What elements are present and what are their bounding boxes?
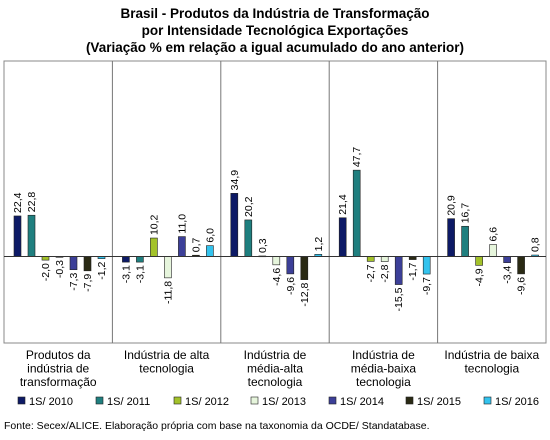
legend-swatch (173, 396, 182, 405)
category-label: Indústria de baixa (444, 348, 539, 362)
bar (27, 214, 36, 257)
bar (394, 256, 403, 285)
bar (475, 256, 483, 266)
bar-value-label: 6,6 (488, 227, 500, 242)
bar (150, 237, 158, 257)
legend-label: 1S/ 2015 (417, 396, 461, 408)
bar (461, 225, 469, 257)
bar-value-label: -4,6 (271, 268, 283, 286)
bar-value-label: -9,7 (421, 277, 433, 295)
bar-value-label: -3,1 (134, 265, 146, 283)
bar (489, 244, 497, 257)
bar-value-label: 47,7 (351, 147, 363, 168)
chart-title-line-2: por Intensidade Tecnológica Exportações (141, 23, 409, 38)
category-label: Produtos da (26, 348, 91, 362)
category-label: indústria de (27, 362, 89, 376)
legend-swatch (17, 396, 26, 405)
category-label: média-baixa (351, 362, 417, 376)
bar (244, 219, 253, 257)
bar (422, 256, 431, 275)
bar-value-label: -3,1 (120, 265, 132, 283)
bar-value-label: -2,8 (379, 264, 391, 282)
bar-value-label: -12,8 (299, 283, 311, 307)
plot-svg: 22,4 -3,1 34,9 21,4 20,9 22,8 -3,1 20,2 47,7 16,7… (3, 60, 547, 408)
legend-swatch (405, 396, 414, 405)
bar-value-label: -1,7 (407, 262, 419, 280)
bar (352, 169, 361, 257)
bar (338, 217, 347, 257)
bar-value-label: 1,2 (313, 237, 325, 252)
category-label: Indústria de (352, 348, 415, 362)
bar (83, 256, 92, 272)
bar (164, 256, 172, 279)
bar (13, 215, 22, 257)
bar-value-label: 20,9 (446, 195, 458, 216)
bar-value-label: 22,4 (12, 192, 24, 213)
bar-value-label: -7,9 (82, 274, 94, 292)
bar (272, 256, 281, 266)
bar-value-label: -1,2 (96, 262, 108, 280)
legend-swatch (328, 396, 337, 405)
source-note: Fonte: Secex/ALICE. Elaboração própria c… (4, 420, 430, 432)
bar-value-label: -2,0 (40, 263, 52, 281)
category-label: Indústria de alta (124, 348, 210, 362)
bar (517, 256, 525, 275)
bar (447, 218, 455, 257)
bar-value-label: 0,8 (530, 237, 542, 252)
legend-label: 1S/ 2011 (107, 396, 150, 408)
bar-value-label: 16,7 (460, 203, 472, 224)
legend-label: 1S/ 2013 (262, 396, 306, 408)
bar-value-label: -2,7 (365, 264, 377, 282)
bar (230, 193, 239, 257)
bar (286, 256, 295, 275)
chart-title-line-3: (Variação % em relação a igual acumulado… (85, 40, 465, 55)
bar-value-label: 22,8 (26, 192, 38, 213)
bar-value-label: 34,9 (229, 170, 241, 191)
bar-value-label: -9,6 (516, 277, 528, 295)
legend-label: 1S/ 2010 (29, 396, 73, 408)
category-label: tecnologia (356, 375, 411, 389)
bar-value-label: 0,7 (190, 237, 202, 252)
bar (178, 236, 186, 257)
bar-value-label: -3,4 (502, 265, 514, 283)
bar-value-label: -7,3 (68, 273, 80, 291)
bar (69, 256, 78, 271)
bar-value-label: 6,0 (204, 228, 216, 243)
category-label: média-alta (247, 362, 303, 376)
bar-value-label: -4,9 (474, 268, 486, 286)
bar-value-label: 20,2 (243, 196, 255, 217)
bar-value-label: 11,0 (176, 214, 188, 234)
legend-label: 1S/ 2016 (495, 396, 539, 408)
bar (136, 256, 144, 263)
bar (122, 256, 130, 263)
bar (300, 256, 309, 280)
bar-value-label: -15,5 (393, 287, 405, 311)
bar-value-label: -0,3 (54, 260, 66, 278)
category-label: tecnologia (248, 375, 303, 389)
category-label: tecnologia (139, 362, 194, 376)
category-label: Indústria de (244, 348, 307, 362)
bar-value-label: 0,3 (257, 238, 269, 253)
legend-label: 1S/ 2012 (185, 396, 229, 408)
bar-value-label: -9,6 (285, 277, 297, 295)
legend-swatch (483, 396, 492, 405)
bar-value-label: -11,8 (162, 281, 174, 304)
bar (380, 256, 389, 262)
category-label: transformação (20, 375, 97, 389)
bar (503, 256, 511, 263)
legend-swatch (250, 396, 259, 405)
legend-label: 1S/ 2014 (340, 396, 384, 408)
plot-area (3, 60, 547, 344)
category-label: tecnologia (464, 362, 519, 376)
bar-value-label: 10,2 (148, 214, 160, 235)
bar (206, 245, 214, 257)
bar (41, 256, 50, 261)
legend-swatch (95, 396, 104, 405)
bar (366, 256, 375, 262)
bar-value-label: 21,4 (337, 194, 349, 215)
chart-title-line-1: Brasil - Produtos da Indústria de Transf… (120, 6, 430, 21)
